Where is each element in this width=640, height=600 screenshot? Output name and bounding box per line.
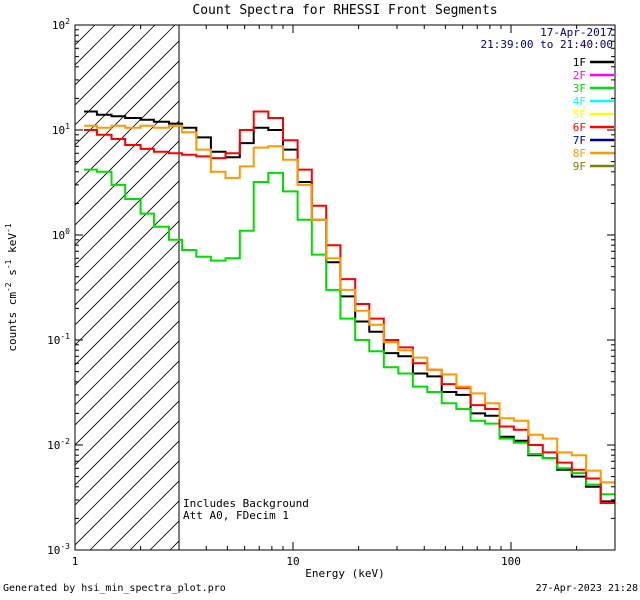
- footer-timestamp: 27-Apr-2023 21:28: [535, 583, 638, 594]
- legend-label-7F: 7F: [573, 134, 586, 147]
- chart-title: Count Spectra for RHESSI Front Segments: [192, 3, 498, 18]
- svg-text:100: 100: [52, 227, 70, 242]
- y-axis-label: counts cm-2 s-1 keV-1: [4, 223, 19, 351]
- svg-text:10-1: 10-1: [47, 332, 70, 347]
- legend-label-6F: 6F: [573, 121, 586, 134]
- curve-3F: [84, 168, 615, 496]
- curve-6F: [84, 110, 615, 504]
- svg-text:10-2: 10-2: [47, 437, 70, 452]
- svg-text:10-3: 10-3: [47, 542, 70, 557]
- legend-label-4F: 4F: [573, 95, 586, 108]
- note-includes-background: Includes Background: [183, 497, 309, 510]
- svg-text:102: 102: [52, 17, 70, 32]
- legend-label-2F: 2F: [573, 69, 586, 82]
- legend-label-9F: 9F: [573, 160, 586, 173]
- footer-generator-text: Generated by hsi_min_spectra_plot.pro: [3, 583, 226, 594]
- observation-date: 17-Apr-2017: [540, 26, 613, 39]
- legend-label-1F: 1F: [573, 56, 586, 69]
- legend-label-8F: 8F: [573, 147, 586, 160]
- observation-time-range: 21:39:00 to 21:40:00: [480, 38, 613, 51]
- hatched-region: [75, 25, 180, 550]
- svg-text:101: 101: [52, 122, 70, 137]
- svg-text:10: 10: [286, 555, 299, 568]
- legend-label-3F: 3F: [573, 82, 586, 95]
- svg-text:1: 1: [72, 555, 79, 568]
- spectra-curves: [84, 110, 615, 504]
- svg-text:100: 100: [501, 555, 521, 568]
- curve-8F: [84, 124, 615, 484]
- y-tick-labels: 102 101 100 10-1 10-2 10-3: [47, 17, 70, 557]
- curve-1F: [84, 110, 615, 503]
- x-axis-label: Energy (keV): [305, 567, 385, 580]
- axis-ticks: [74, 24, 616, 551]
- legend-label-5F: 5F: [573, 108, 586, 121]
- x-tick-labels: 1 10 100: [72, 555, 521, 568]
- plot-frame: [74, 24, 616, 551]
- note-attenuator-state: Att A0, FDecim 1: [183, 509, 289, 522]
